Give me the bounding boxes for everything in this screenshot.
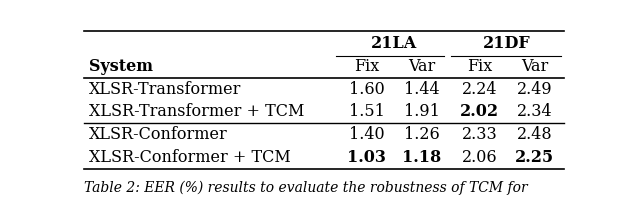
Text: 2.34: 2.34 <box>517 103 552 120</box>
Text: 1.51: 1.51 <box>349 103 385 120</box>
Text: 2.48: 2.48 <box>517 126 552 143</box>
Text: 2.33: 2.33 <box>461 126 497 143</box>
Text: Var: Var <box>408 58 435 75</box>
Text: 21DF: 21DF <box>482 35 530 52</box>
Text: XLSR-Conformer + TCM: XLSR-Conformer + TCM <box>88 149 291 166</box>
Text: 1.40: 1.40 <box>349 126 384 143</box>
Text: 2.49: 2.49 <box>517 80 552 98</box>
Text: 1.26: 1.26 <box>404 126 440 143</box>
Text: 2.24: 2.24 <box>461 80 497 98</box>
Text: 2.25: 2.25 <box>515 149 554 166</box>
Text: 21LA: 21LA <box>370 35 417 52</box>
Text: System: System <box>88 58 153 75</box>
Text: XLSR-Transformer: XLSR-Transformer <box>88 80 241 98</box>
Text: 1.91: 1.91 <box>404 103 440 120</box>
Text: 2.06: 2.06 <box>461 149 497 166</box>
Text: 1.60: 1.60 <box>349 80 385 98</box>
Text: 1.44: 1.44 <box>404 80 440 98</box>
Text: Fix: Fix <box>467 58 492 75</box>
Text: XLSR-Transformer + TCM: XLSR-Transformer + TCM <box>88 103 304 120</box>
Text: Table 2: EER (%) results to evaluate the robustness of TCM for: Table 2: EER (%) results to evaluate the… <box>84 181 528 195</box>
Text: Fix: Fix <box>354 58 379 75</box>
Text: Var: Var <box>521 58 548 75</box>
Text: 1.03: 1.03 <box>348 149 386 166</box>
Text: XLSR-Conformer: XLSR-Conformer <box>88 126 228 143</box>
Text: 1.18: 1.18 <box>402 149 442 166</box>
Text: 2.02: 2.02 <box>460 103 499 120</box>
